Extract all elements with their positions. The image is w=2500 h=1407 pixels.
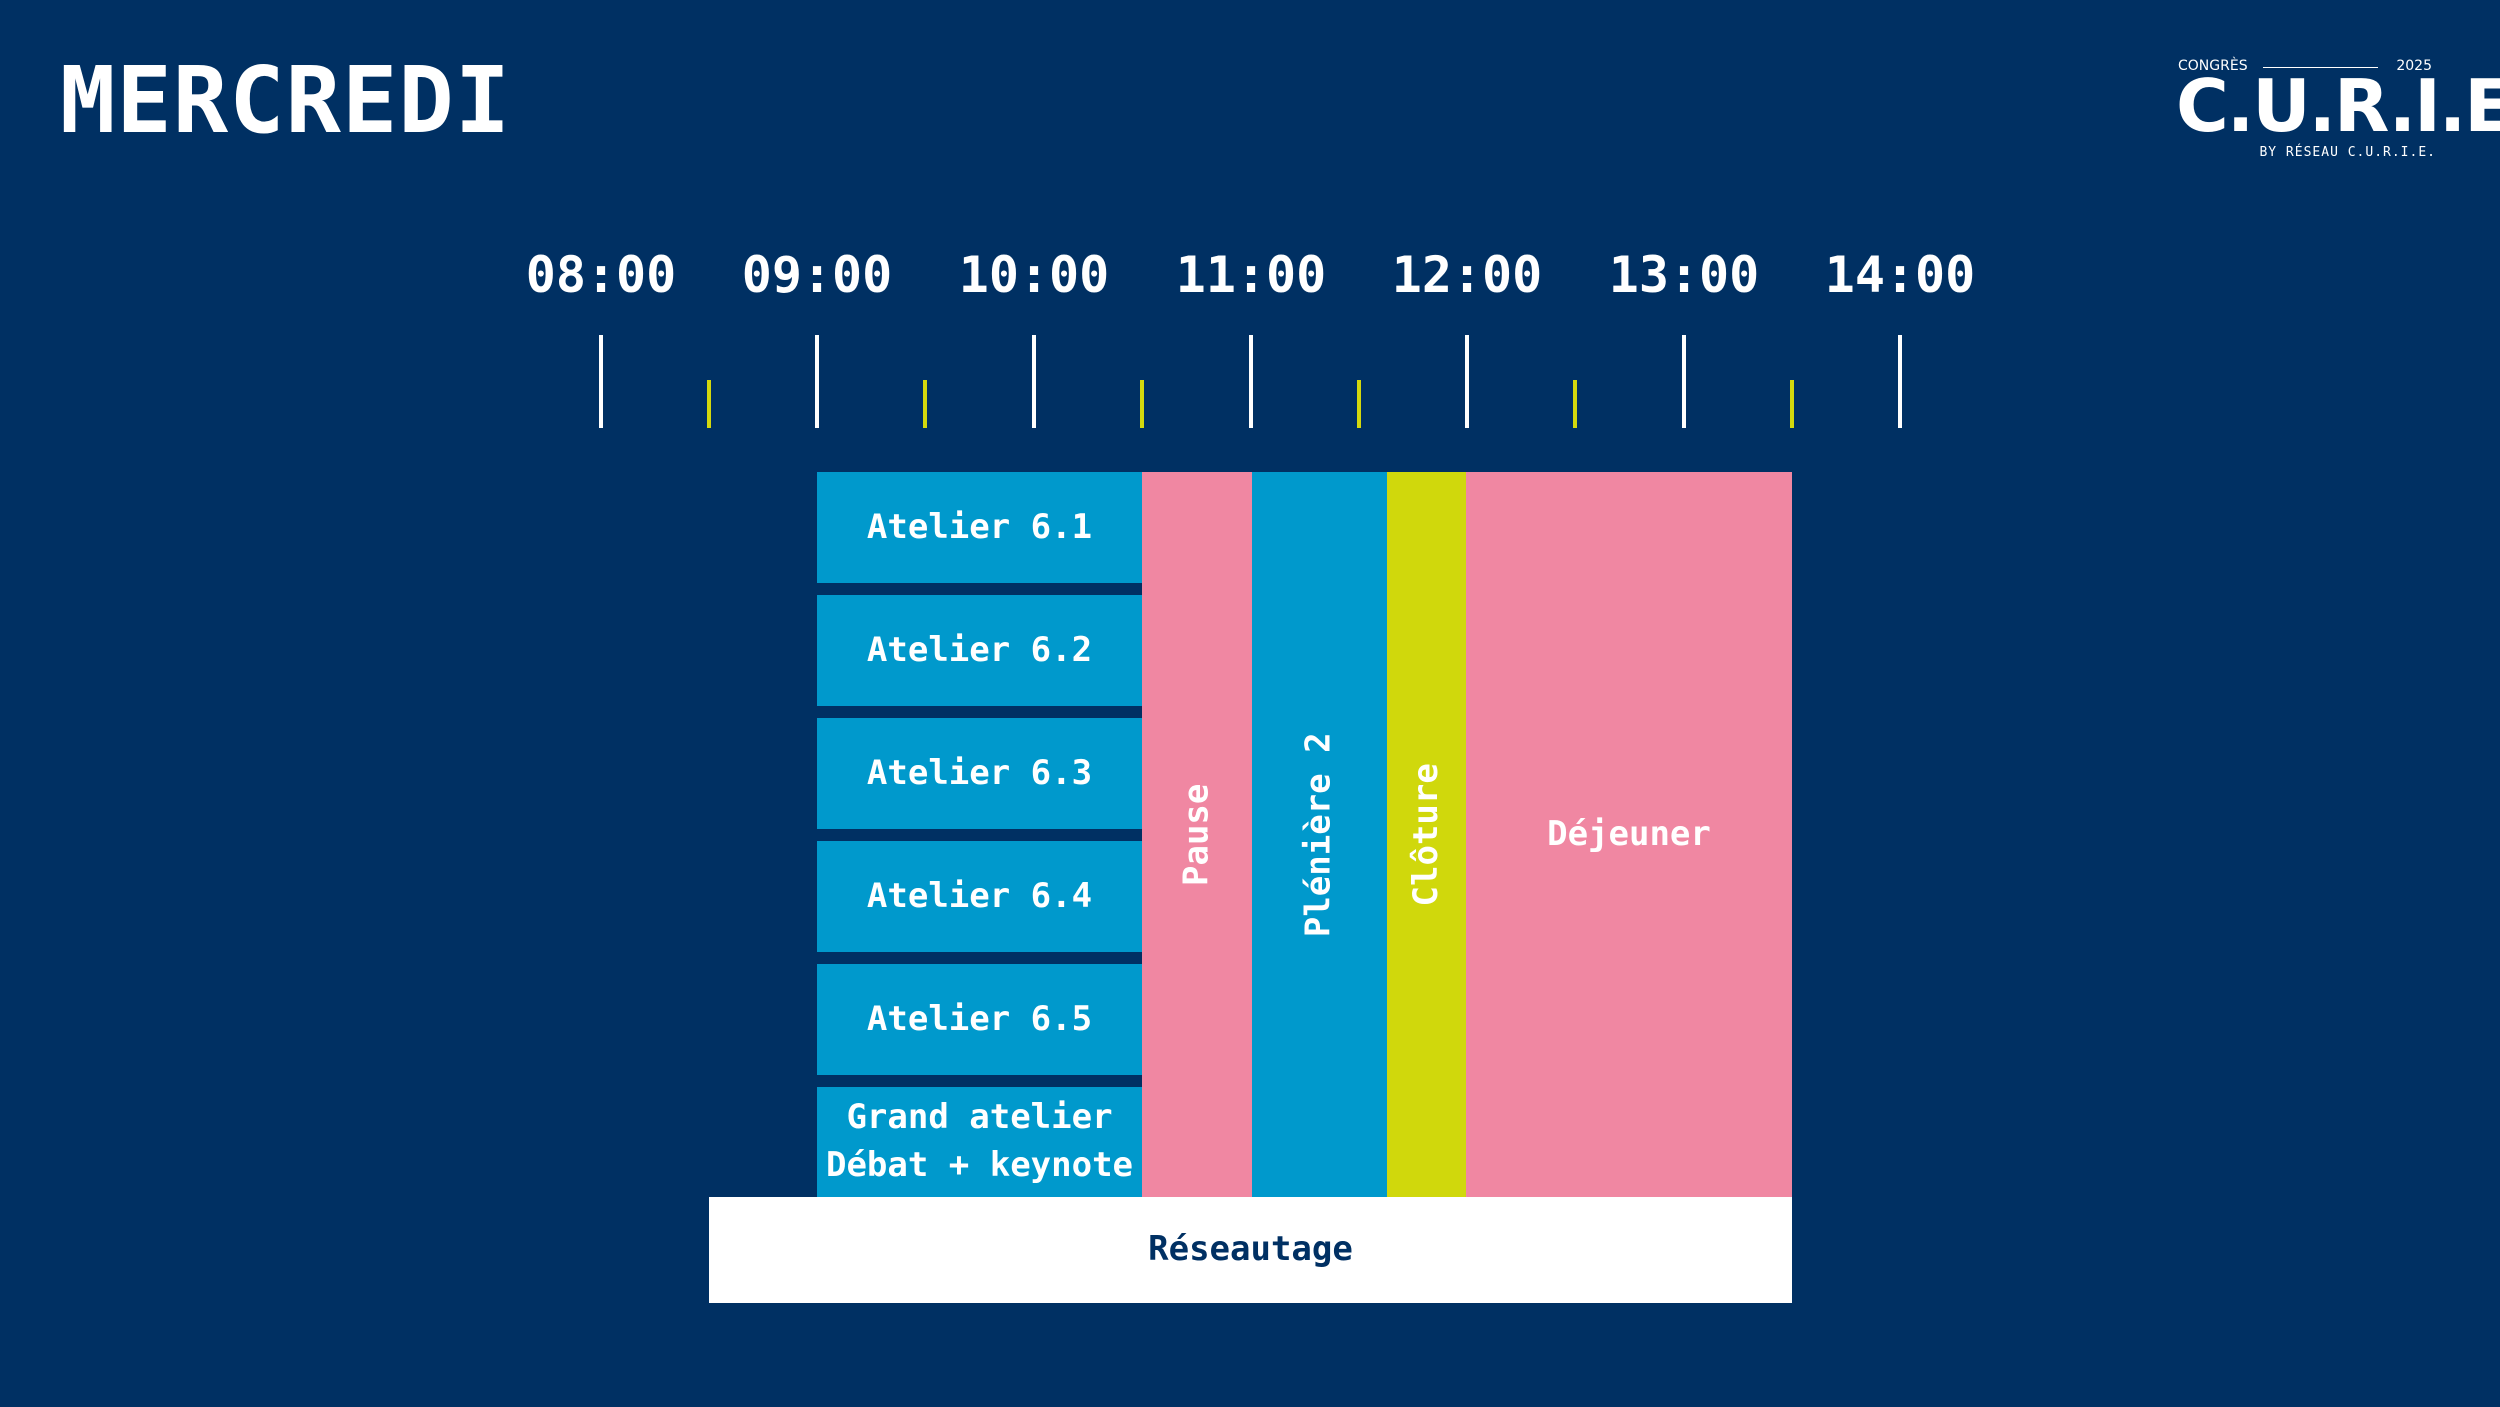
page-title: MERCREDI [60,47,512,154]
half-hour-tick [1357,380,1361,428]
logo-divider [2263,67,2378,68]
grand-atelier-line1: Grand atelier [846,1097,1113,1138]
half-hour-tick [707,380,711,428]
half-hour-tick [1140,380,1144,428]
curie-logo: CONGRÈS 2025 C.U.R.I.E. BY RÉSEAU C.U.R.… [2170,58,2500,168]
pleniere-block: Plénière 2 [1252,472,1387,1197]
dejeuner-block: Déjeuner [1466,472,1792,1197]
hour-tick [599,335,603,428]
hour-label-0900: 09:00 [741,246,893,304]
logo-congres: CONGRÈS [2178,58,2248,74]
reseautage-block: Réseautage [709,1197,1792,1303]
logo-byline: BY RÉSEAU C.U.R.I.E. [2259,145,2436,160]
hour-tick [1032,335,1036,428]
pause-block: Pause [1142,472,1252,1197]
atelier-6-3: Atelier 6.3 [817,718,1142,829]
atelier-6-4: Atelier 6.4 [817,841,1142,952]
cloture-block: Clôture [1387,472,1466,1197]
grand-atelier-line2: Débat + keynote [825,1145,1134,1185]
logo-year: 2025 [2396,58,2432,74]
hour-tick [1249,335,1253,428]
hour-label-1200: 12:00 [1391,246,1543,304]
hour-label-1000: 10:00 [958,246,1110,304]
hour-tick [1898,335,1902,428]
atelier-6-1: Atelier 6.1 [817,472,1142,583]
grand-atelier: Grand atelier Débat + keynote [817,1087,1142,1197]
half-hour-tick [923,380,927,428]
hour-tick [1682,335,1686,428]
hour-label-0800: 08:00 [525,246,677,304]
hour-label-1100: 11:00 [1175,246,1327,304]
logo-name: C.U.R.I.E. [2176,64,2500,148]
atelier-6-5: Atelier 6.5 [817,964,1142,1075]
hour-tick [1465,335,1469,428]
atelier-6-2: Atelier 6.2 [817,595,1142,706]
half-hour-tick [1573,380,1577,428]
half-hour-tick [1790,380,1794,428]
hour-tick [815,335,819,428]
hour-label-1400: 14:00 [1824,246,1976,304]
hour-label-1300: 13:00 [1608,246,1760,304]
